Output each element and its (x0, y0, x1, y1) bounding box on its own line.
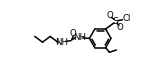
Text: O: O (107, 11, 114, 20)
Text: S: S (113, 17, 119, 26)
Text: NH: NH (55, 38, 68, 47)
Text: O: O (70, 29, 77, 38)
Text: NH: NH (73, 33, 86, 42)
Text: O: O (116, 23, 123, 32)
Text: Cl: Cl (122, 15, 131, 23)
